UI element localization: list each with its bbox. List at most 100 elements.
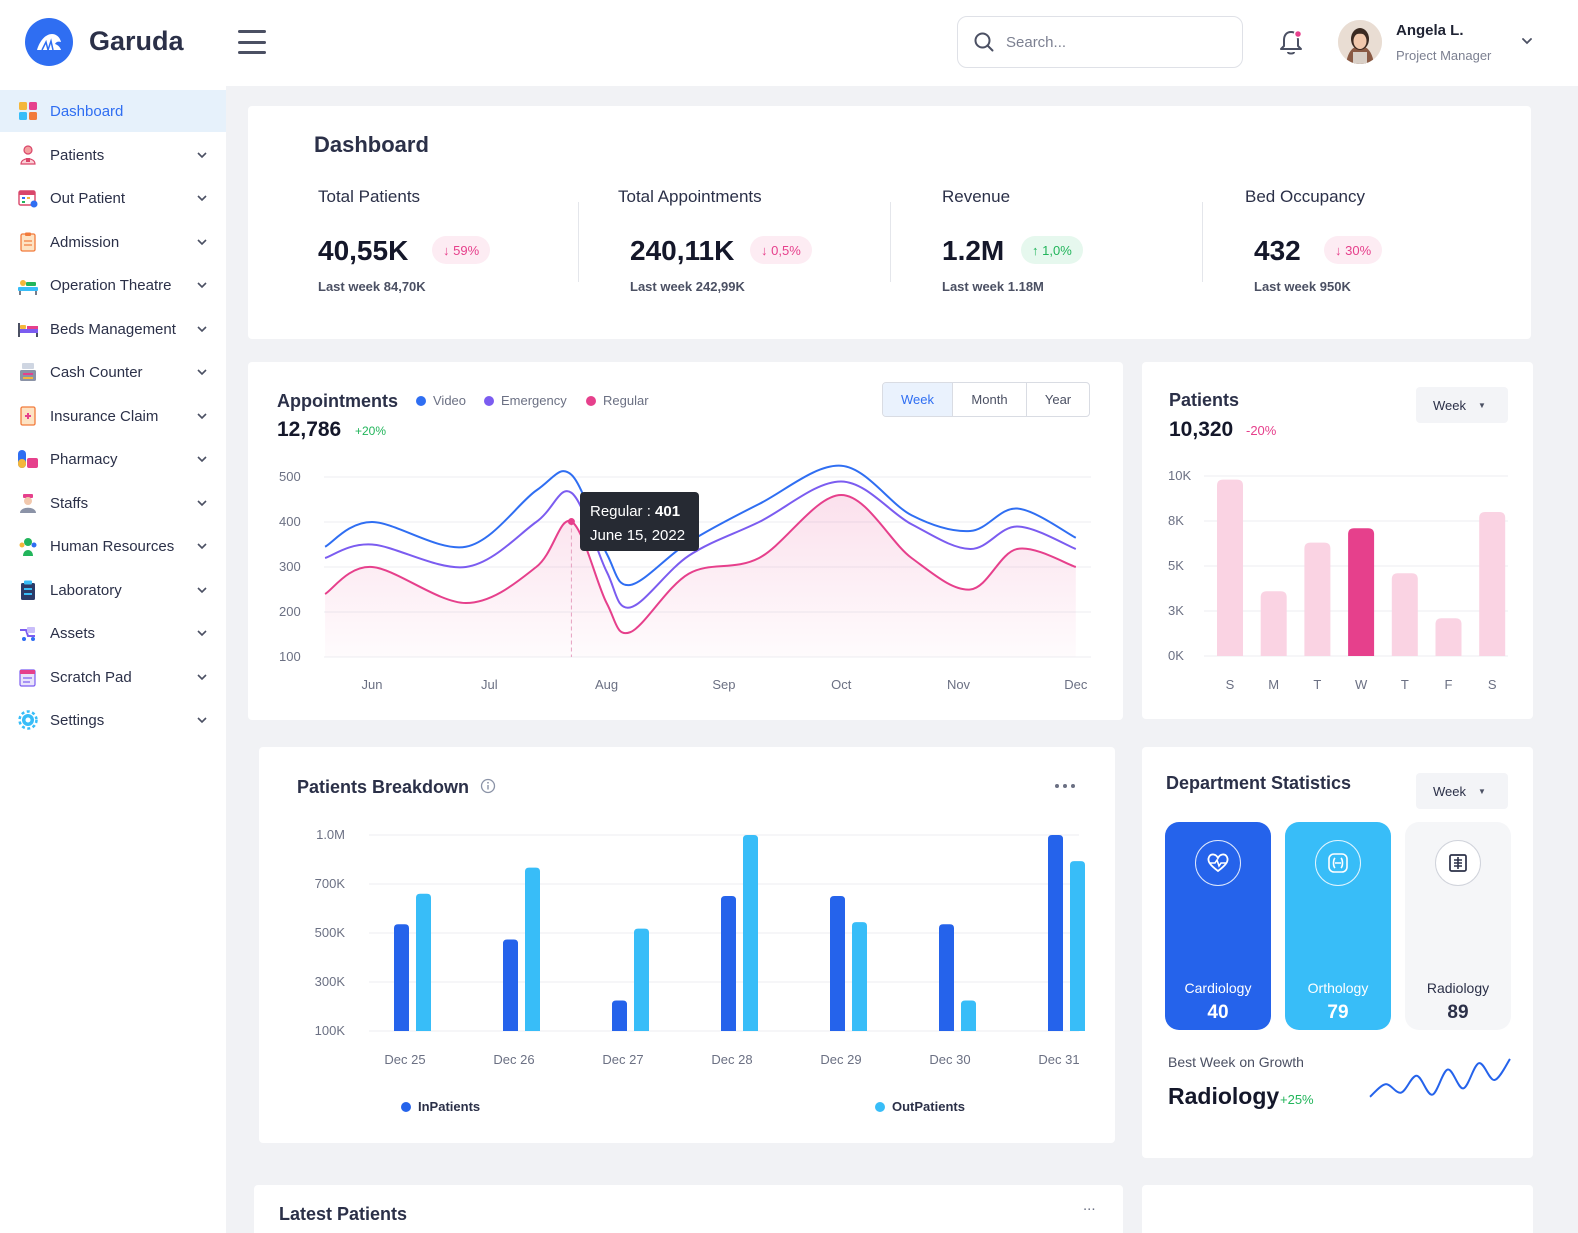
patients-total: 10,320 [1169, 418, 1234, 441]
search-icon [974, 32, 994, 52]
search-input[interactable] [1006, 33, 1216, 51]
tab-year[interactable]: Year [1044, 392, 1072, 407]
avatar[interactable] [1338, 20, 1382, 64]
department-statistics-card: Department Statistics Week ▼ Cardiology 4… [1142, 747, 1533, 1158]
department-radiology[interactable]: Radiology 89 [1405, 822, 1511, 1030]
department-name: Cardiology [1184, 980, 1252, 996]
y-tick-label: 100K [315, 1023, 346, 1038]
series-line-regular [324, 493, 1077, 635]
notification-bell-icon[interactable] [1278, 28, 1304, 56]
chevron-down-icon [197, 456, 207, 463]
department-range-dropdown[interactable]: Week ▼ [1416, 773, 1508, 809]
search-box[interactable] [957, 16, 1243, 68]
clipboard-icon [17, 231, 39, 253]
sidebar-item-settings[interactable]: Settings [0, 699, 226, 741]
y-tick-label: 200 [279, 604, 301, 619]
chevron-down-icon[interactable] [1520, 34, 1534, 48]
sidebar-item-label: Operation Theatre [50, 276, 172, 294]
divider [1202, 202, 1203, 282]
sidebar-item-label: Dashboard [50, 102, 124, 120]
legend-video[interactable]: Video [416, 393, 466, 408]
x-tick-label: Dec 25 [384, 1052, 425, 1067]
stat-change: 0,5% [771, 242, 801, 258]
bar-w [1348, 528, 1375, 656]
sidebar-item-staffs[interactable]: Staffs [0, 482, 226, 524]
best-week-change: +25% [1280, 1092, 1314, 1107]
tooltip-value: 401 [655, 503, 681, 520]
x-tick-label: F [1445, 677, 1453, 692]
arrow-up-icon: ↑ [1032, 242, 1043, 258]
legend-emergency[interactable]: Emergency [484, 393, 567, 408]
bar-outpatients [743, 835, 758, 1031]
tab-month[interactable]: Month [953, 383, 1027, 416]
user-name[interactable]: Angela L. [1396, 22, 1464, 39]
stat-label: Bed Occupancy [1245, 187, 1366, 206]
y-tick-label: 3K [1168, 603, 1184, 618]
stat-sub: Last week 950K [1254, 279, 1351, 294]
bar-s [1217, 479, 1243, 656]
menu-toggle-icon[interactable] [238, 30, 266, 54]
sidebar-item-scratch-pad[interactable]: Scratch Pad [0, 656, 226, 698]
department-orthology[interactable]: Orthology 79 [1285, 822, 1391, 1030]
patient-icon [17, 144, 39, 166]
bar-t [1304, 542, 1331, 656]
y-tick-label: 100 [279, 649, 301, 664]
sidebar-item-label: Laboratory [50, 581, 122, 599]
sidebar-item-insurance-claim[interactable]: Insurance Claim [0, 395, 226, 437]
info-icon[interactable] [480, 778, 496, 794]
sidebar-item-cash-counter[interactable]: Cash Counter [0, 351, 226, 393]
sidebar-item-assets[interactable]: Assets [0, 612, 226, 654]
sidebar-item-dashboard[interactable]: Dashboard [0, 90, 226, 132]
x-tick-label: S [1226, 677, 1235, 692]
chevron-down-icon [197, 326, 207, 333]
sidebar-item-patients[interactable]: Patients [0, 134, 226, 176]
sidebar-item-label: Insurance Claim [50, 407, 159, 425]
bar-t [1391, 573, 1418, 656]
dashboard-icon [17, 100, 39, 122]
x-tick-label: Dec 29 [820, 1052, 861, 1067]
bar-outpatients [634, 928, 649, 1031]
sidebar-item-laboratory[interactable]: Laboratory [0, 569, 226, 611]
department-title: Department Statistics [1166, 773, 1352, 793]
page-title: Dashboard [314, 132, 429, 157]
sidebar-item-human-resources[interactable]: Human Resources [0, 525, 226, 567]
stat-value: 240,11K [630, 235, 735, 266]
chevron-down-icon [197, 239, 207, 246]
department-cardiology[interactable]: Cardiology 40 [1165, 822, 1271, 1030]
highlight-point [567, 518, 575, 526]
stat-change-badge: ↑ 1,0% [1021, 236, 1083, 264]
stat-value: 1.2M [942, 235, 1005, 266]
more-options-icon[interactable]: ... [1083, 1197, 1096, 1214]
growth-sparkline [1369, 1058, 1511, 1098]
garuda-logo-icon[interactable] [25, 18, 73, 66]
pill-icon [17, 448, 39, 470]
y-tick-label: 500 [279, 469, 301, 484]
sidebar-item-pharmacy[interactable]: Pharmacy [0, 438, 226, 480]
tooltip-label: Regular : [590, 503, 656, 520]
tooltip-date: June 15, 2022 [590, 527, 686, 544]
tab-week[interactable]: Week [883, 383, 953, 416]
x-tick-label: Sep [712, 677, 735, 692]
stat-change-badge: ↓ 0,5% [750, 236, 812, 264]
more-options-icon[interactable] [1053, 782, 1077, 790]
patients-breakdown-card: Patients Breakdown 1.0M 700K 500K 300K 100K D… [259, 747, 1115, 1143]
gear-icon [17, 709, 39, 731]
bar-inpatients [1048, 835, 1063, 1031]
x-tick-label: T [1313, 677, 1321, 692]
stat-change-badge: ↓ 30% [1324, 236, 1383, 264]
stat-label: Total Appointments [618, 187, 762, 206]
user-role: Project Manager [1396, 48, 1492, 63]
heart-pulse-icon [1195, 840, 1241, 886]
sidebar-item-admission[interactable]: Admission [0, 221, 226, 263]
sidebar-item-out-patient[interactable]: Out Patient [0, 177, 226, 219]
legend-regular[interactable]: Regular [586, 393, 649, 408]
sidebar-item-beds-management[interactable]: Beds Management [0, 308, 226, 350]
series-line-emergency [324, 480, 1077, 609]
appointments-title: Appointments [277, 391, 398, 411]
sparkline-path [1369, 1058, 1511, 1098]
bar-f [1435, 618, 1462, 656]
patients-range-dropdown[interactable]: Week ▼ [1416, 387, 1508, 423]
legend-inpatients[interactable]: InPatients [401, 1099, 480, 1114]
legend-outpatients[interactable]: OutPatients [875, 1099, 965, 1114]
sidebar-item-operation-theatre[interactable]: Operation Theatre [0, 264, 226, 306]
